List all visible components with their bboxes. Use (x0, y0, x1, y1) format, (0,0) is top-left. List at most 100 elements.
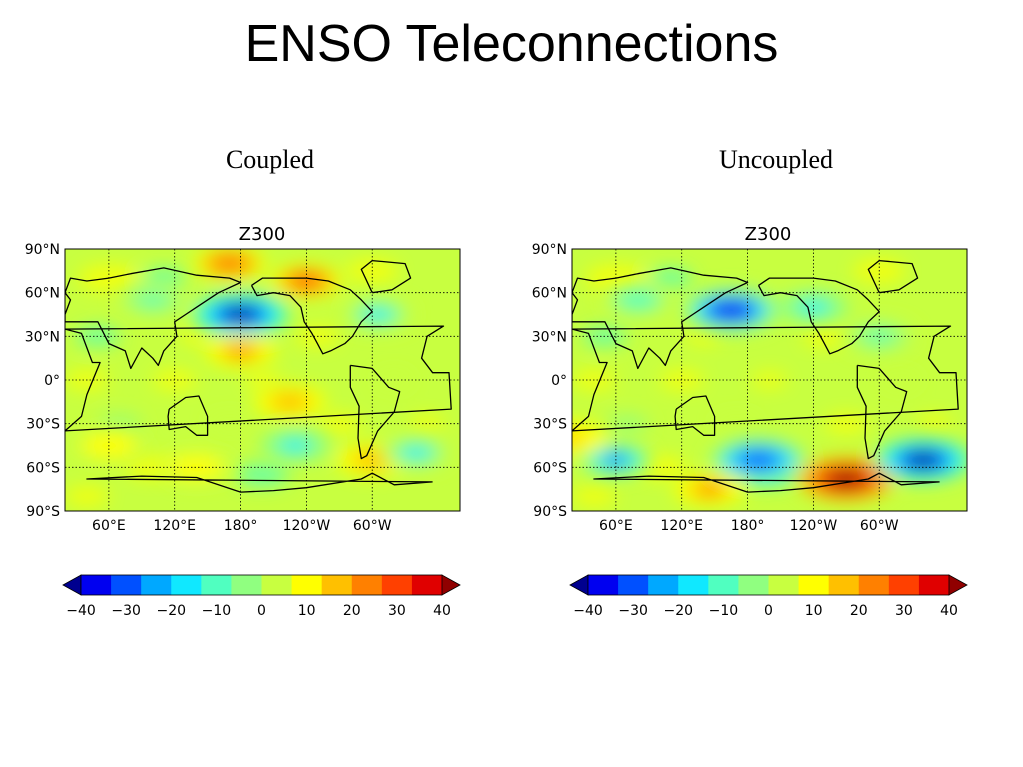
lon-tick-label: 120°W (790, 518, 838, 534)
lat-tick-label: 30°N (532, 329, 567, 345)
colorbar-segment (141, 575, 172, 595)
coastlines (572, 259, 959, 493)
lat-tick-label: 0° (551, 373, 567, 389)
colorbar-coupled: −40 −30 −20 −10 0 10 20 30 40 (62, 574, 461, 619)
colorbar-tick-label: −40 (573, 603, 603, 619)
colorbar-segment (321, 575, 353, 595)
colorbar-segment (171, 575, 202, 595)
anomaly-contour (906, 452, 940, 468)
colorbar-segment (918, 575, 950, 595)
map-panel-coupled: 90°N 60°N 30°N 0° 30°S 60°S 90°S 60°E 120°E 180° 1… (25, 242, 461, 534)
gridlines (65, 249, 460, 511)
colorbar-segment (798, 575, 830, 595)
map-panel-uncoupled: 90°N 60°N 30°N 0° 30°S 60°S 90°S 60°E 120°E 180° 1… (532, 242, 968, 534)
colorbar-segment (708, 575, 739, 595)
colorbar-segment (351, 575, 383, 595)
colorbar-segment (81, 575, 112, 595)
lon-tick-label: 120°E (660, 518, 703, 534)
lat-tick-label: 0° (44, 373, 60, 389)
lat-tick-label: 30°S (533, 417, 567, 433)
anomaly-contour (697, 483, 722, 495)
anomaly-field (572, 249, 967, 511)
lat-tick-label: 90°S (26, 504, 60, 520)
colorbar-tick-label: 0 (257, 603, 266, 619)
colorbar-tick-label: 10 (298, 603, 316, 619)
lat-tick-label: 30°N (25, 329, 60, 345)
colorbar-segment (678, 575, 709, 595)
colorbar-tick-label: −40 (66, 603, 96, 619)
colorbar-segment (648, 575, 679, 595)
map-frame (64, 248, 461, 512)
lat-tick-label: 90°N (25, 242, 60, 258)
colorbar-segment (231, 575, 262, 595)
anomaly-contour (801, 301, 826, 313)
lat-tick-label: 60°N (25, 286, 60, 302)
lon-tick-label: 60°W (860, 518, 899, 534)
lon-tick-label: 180° (731, 518, 765, 534)
colorbar-segment (411, 575, 443, 595)
colorbar-segment (888, 575, 920, 595)
anomaly-contour (572, 432, 585, 444)
anomaly-contour (829, 471, 863, 487)
coastlines (65, 259, 452, 493)
colorbar-extend-min (569, 574, 589, 596)
lon-tick-label: 180° (224, 518, 258, 534)
colorbar-tick-label: 30 (388, 603, 406, 619)
plot-title-uncoupled: Z300 (744, 224, 792, 245)
anomaly-contour (867, 330, 892, 342)
colorbar-segment (201, 575, 232, 595)
anomaly-contour (403, 447, 429, 459)
anomaly-contour (714, 302, 748, 318)
colorbar-tick-label: 0 (764, 603, 773, 619)
lat-tick-label: 60°S (26, 460, 60, 476)
colorbar-tick-label: 20 (850, 603, 868, 619)
anomaly-field (65, 249, 460, 511)
colorbar-segment (588, 575, 619, 595)
anomaly-contour (184, 461, 209, 473)
colorbar-tick-label: −20 (156, 603, 186, 619)
lat-tick-label: 90°S (533, 504, 567, 520)
colorbar-segment (381, 575, 413, 595)
lon-tick-label: 120°E (153, 518, 196, 534)
panel-caption-coupled: Coupled (225, 145, 315, 174)
colorbar-tick-label: −10 (709, 603, 739, 619)
colorbar-tick-label: −10 (202, 603, 232, 619)
colorbar-segment (261, 575, 293, 595)
anomaly-contour (224, 307, 257, 322)
colorbar-tick-label: 10 (805, 603, 823, 619)
lon-tick-label: 60°W (353, 518, 392, 534)
colorbar-uncoupled: −40 −30 −20 −10 0 10 20 30 40 (569, 574, 968, 619)
lon-tick-label: 60°E (92, 518, 126, 534)
colorbar-tick-label: 40 (433, 603, 451, 619)
lat-tick-label: 60°N (532, 286, 567, 302)
anomaly-contour (277, 396, 303, 408)
anomaly-contour (742, 452, 775, 468)
colorbar-tick-label: −30 (618, 603, 648, 619)
plot-title-coupled: Z300 (238, 224, 286, 245)
slide-title: ENSO Teleconnections (244, 15, 779, 73)
anomaly-contour (140, 294, 165, 306)
map-frame (571, 248, 968, 512)
colorbar-extend-max (441, 574, 461, 596)
colorbar-segment (618, 575, 649, 595)
colorbar-tick-label: 40 (940, 603, 958, 619)
anomaly-contour (283, 440, 308, 451)
panel-caption-uncoupled: Uncoupled (718, 145, 834, 174)
colorbar-tick-label: 30 (895, 603, 913, 619)
gridlines (572, 249, 967, 511)
colorbar-extend-min (62, 574, 82, 596)
anomaly-contour (625, 294, 650, 306)
colorbar-segment (828, 575, 860, 595)
colorbar-segment (111, 575, 142, 595)
colorbar-segment (738, 575, 769, 595)
lat-tick-label: 90°N (532, 242, 567, 258)
colorbar-segment (291, 575, 323, 595)
colorbar-tick-label: −30 (111, 603, 141, 619)
colorbar-extend-max (948, 574, 968, 596)
colorbar-segment (858, 575, 890, 595)
lat-tick-label: 30°S (26, 417, 60, 433)
colorbar-tick-label: 20 (343, 603, 361, 619)
colorbar-tick-label: −20 (663, 603, 693, 619)
lon-tick-label: 120°W (283, 518, 331, 534)
